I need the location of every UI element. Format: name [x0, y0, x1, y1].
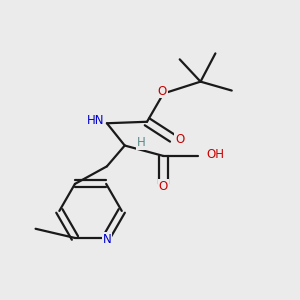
Text: H: H — [137, 136, 146, 149]
Text: OH: OH — [206, 148, 224, 161]
Text: O: O — [159, 180, 168, 193]
Text: O: O — [158, 85, 167, 98]
Text: HN: HN — [87, 114, 104, 128]
Text: N: N — [103, 233, 112, 246]
Text: O: O — [175, 133, 184, 146]
